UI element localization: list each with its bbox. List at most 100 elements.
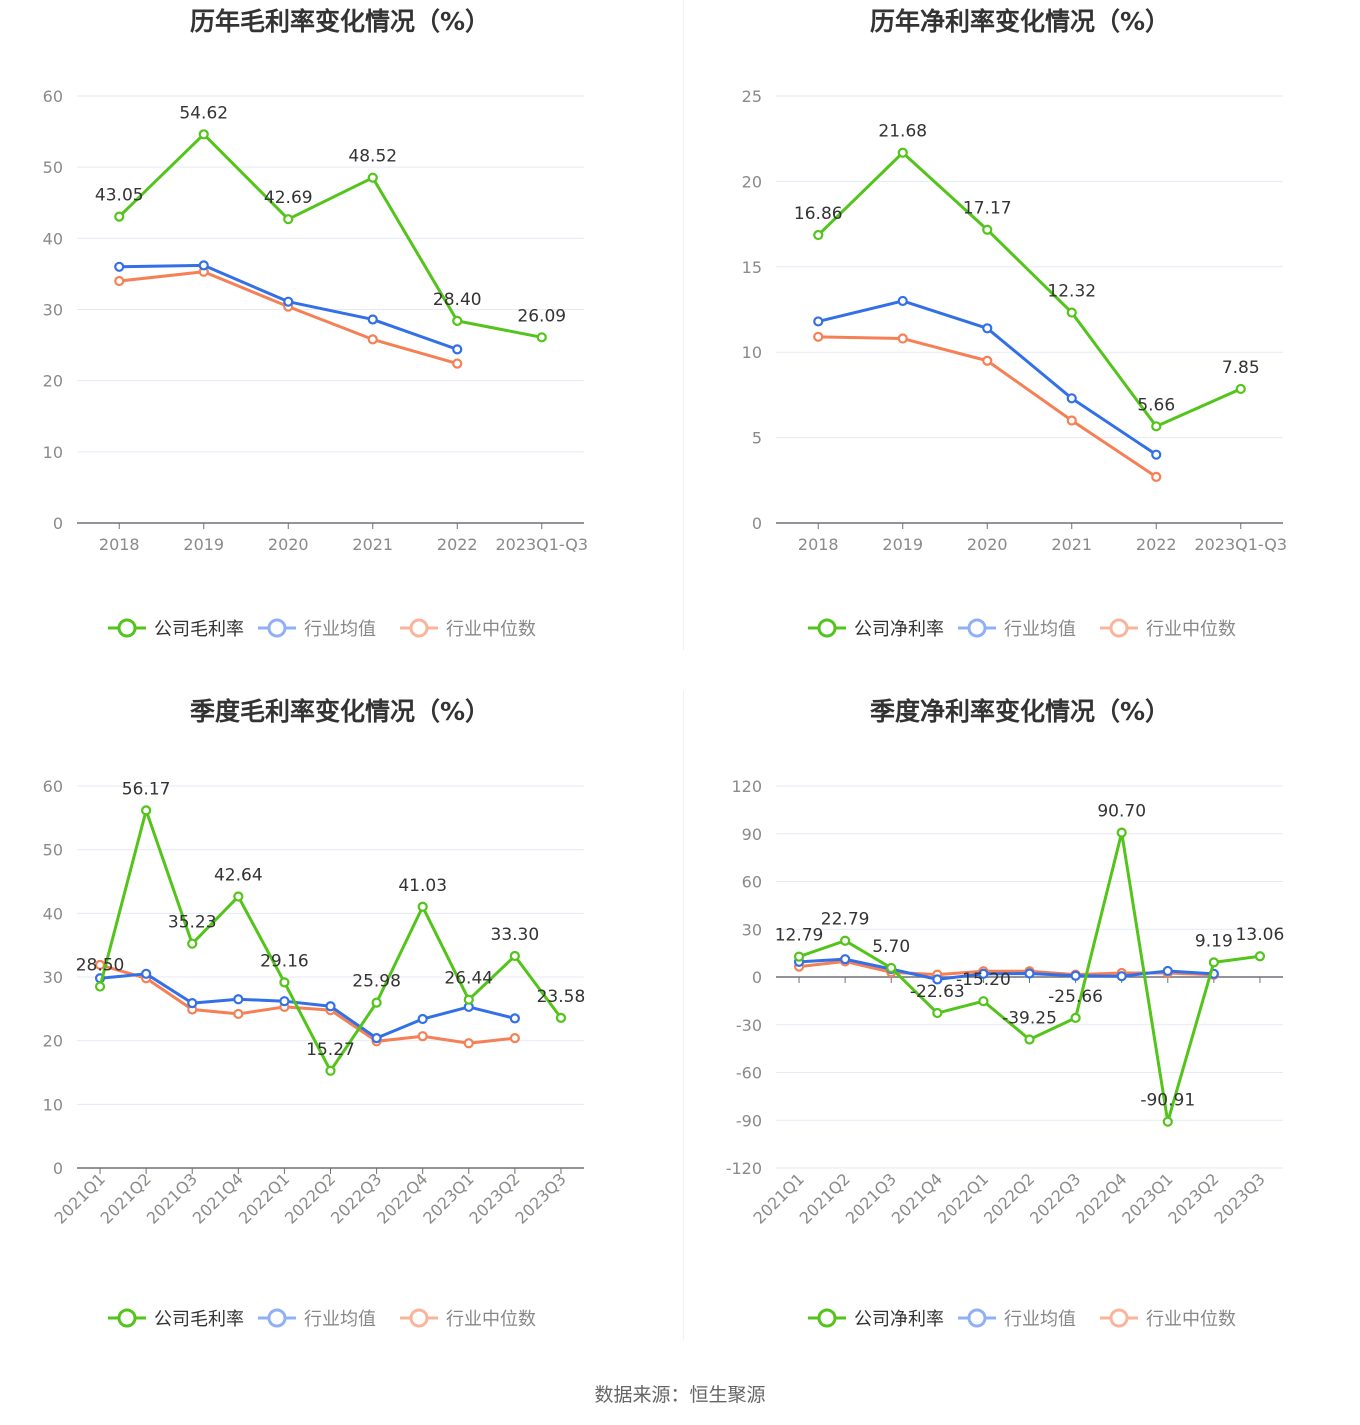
data-label: 43.05 <box>95 186 144 206</box>
data-point-average <box>1070 970 1081 981</box>
data-label: -15.20 <box>956 970 1011 990</box>
data-point-average <box>982 323 993 334</box>
legend-item-company[interactable]: 公司净利率 <box>808 618 944 640</box>
data-point-average <box>1066 393 1077 404</box>
chart-svg: 季度毛利率变化情况（%）01020304050602021Q12021Q2202… <box>43 697 586 1330</box>
legend-label: 行业中位数 <box>1146 619 1236 640</box>
data-point-company <box>283 214 294 225</box>
legend-item-average[interactable]: 行业均值 <box>258 1308 376 1330</box>
legend-item-median[interactable]: 行业中位数 <box>400 1308 536 1330</box>
x-tick-label: 2021 <box>352 535 393 554</box>
data-point-company <box>371 997 382 1008</box>
y-tick-label: 50 <box>43 841 63 860</box>
legend-label: 公司净利率 <box>854 619 944 640</box>
data-point-average <box>187 998 198 1009</box>
x-tick-label: 2019 <box>882 535 923 554</box>
legend-item-average[interactable]: 行业均值 <box>258 618 376 640</box>
y-tick-label: 90 <box>742 825 762 844</box>
data-point-average <box>1024 968 1035 979</box>
data-label: 9.19 <box>1195 931 1233 951</box>
legend-label: 公司毛利率 <box>154 1309 244 1330</box>
data-label: 48.52 <box>348 147 397 167</box>
x-tick-label: 2020 <box>967 535 1008 554</box>
data-point-company <box>509 950 520 962</box>
data-point-average <box>978 968 989 979</box>
legend-label: 公司毛利率 <box>154 619 244 640</box>
data-point-company <box>1162 1116 1173 1127</box>
legend-item-median[interactable]: 行业中位数 <box>400 618 536 640</box>
data-label: 13.06 <box>1236 925 1285 945</box>
x-tick-label: 2019 <box>183 535 224 554</box>
legend-item-company[interactable]: 公司毛利率 <box>108 618 244 640</box>
data-point-company <box>897 147 908 158</box>
y-tick-label: -90 <box>736 1111 762 1130</box>
legend-label: 行业均值 <box>1004 619 1076 640</box>
x-tick-label: 2023Q1-Q3 <box>1194 535 1287 554</box>
x-tick-label: 2018 <box>798 535 839 554</box>
y-tick-label: -30 <box>736 1016 762 1035</box>
data-label: -22.63 <box>910 982 965 1002</box>
chart-svg: 季度净利率变化情况（%）-120-90-60-3003060901202021Q… <box>726 697 1285 1330</box>
y-tick-label: 10 <box>43 1095 63 1114</box>
data-label: 42.69 <box>264 188 313 208</box>
data-point-median <box>114 275 125 287</box>
data-point-median <box>813 331 824 342</box>
data-label: 12.79 <box>775 926 824 946</box>
chart-svg: 历年净利率变化情况（%） 0 5 10 15 20 25 2018 2019 2020 2021 20… <box>742 7 1287 640</box>
data-label: 54.62 <box>179 103 228 123</box>
y-tick-label: 20 <box>43 372 63 391</box>
data-source-note: 数据来源：恒生聚源 <box>594 1384 766 1406</box>
data-point-average <box>283 296 294 307</box>
data-point-average <box>198 260 209 271</box>
data-point-average <box>279 996 290 1007</box>
legend-circle-icon <box>817 1308 837 1328</box>
data-point-company <box>94 981 106 992</box>
data-point-median <box>94 959 106 971</box>
data-point-company <box>978 996 989 1007</box>
data-point-company <box>1070 1012 1081 1023</box>
chart-title: 历年毛利率变化情况（%） <box>190 7 490 36</box>
data-point-average <box>897 295 908 307</box>
data-point-average <box>813 316 824 327</box>
data-point-median <box>982 355 993 366</box>
divider-top <box>683 0 684 650</box>
y-tick-label: 25 <box>742 87 762 106</box>
data-label: 41.03 <box>398 876 447 896</box>
data-point-average <box>932 974 943 985</box>
x-tick-label: 2018 <box>99 535 140 554</box>
data-point-company <box>417 901 428 912</box>
x-tick-label: 2023Q3 <box>511 1169 569 1227</box>
legend-label: 行业均值 <box>304 619 376 640</box>
data-point-median <box>417 1031 428 1042</box>
data-label: 16.86 <box>794 204 843 224</box>
legend-item-company[interactable]: 公司净利率 <box>808 1308 944 1330</box>
data-label: 33.30 <box>491 925 540 945</box>
y-tick-label: 20 <box>43 1032 63 1051</box>
x-tick-label: 2021 <box>1051 535 1092 554</box>
y-tick-label: 30 <box>43 968 63 987</box>
data-label: 7.85 <box>1222 358 1260 378</box>
legend-item-median[interactable]: 行业中位数 <box>1100 1308 1236 1330</box>
data-point-average <box>509 1013 520 1024</box>
legend-item-average[interactable]: 行业均值 <box>958 1308 1076 1330</box>
data-label: 12.32 <box>1047 282 1096 302</box>
x-tick-label: 2023Q1-Q3 <box>495 535 588 554</box>
legend-circle-icon <box>967 1308 987 1328</box>
legend-circle-icon <box>117 618 137 638</box>
data-point-average <box>1151 449 1162 460</box>
data-point-company <box>325 1065 336 1076</box>
quarterly-net-margin-chart: 季度净利率变化情况（%） -120 -90 -60 -30 0 30 60 90 120 2021Q… <box>680 690 1360 1380</box>
data-label: 23.58 <box>537 987 586 1007</box>
y-tick-label: -60 <box>736 1064 762 1083</box>
data-point-company <box>1208 957 1219 968</box>
data-label: 35.23 <box>168 913 217 933</box>
data-point-average <box>1162 965 1173 977</box>
legend-item-average[interactable]: 行业均值 <box>958 618 1076 640</box>
legend-item-median[interactable]: 行业中位数 <box>1100 618 1236 640</box>
series-line-company <box>817 151 1242 428</box>
legend-circle-icon <box>1109 1308 1129 1328</box>
annual-gross-margin-chart: 历年毛利率变化情况（%） 0 10 20 30 40 50 60 2018 2019 2020 202… <box>0 0 680 690</box>
legend-circle-icon <box>967 618 987 638</box>
data-point-company <box>1235 383 1246 395</box>
legend-item-company[interactable]: 公司毛利率 <box>108 1308 244 1330</box>
